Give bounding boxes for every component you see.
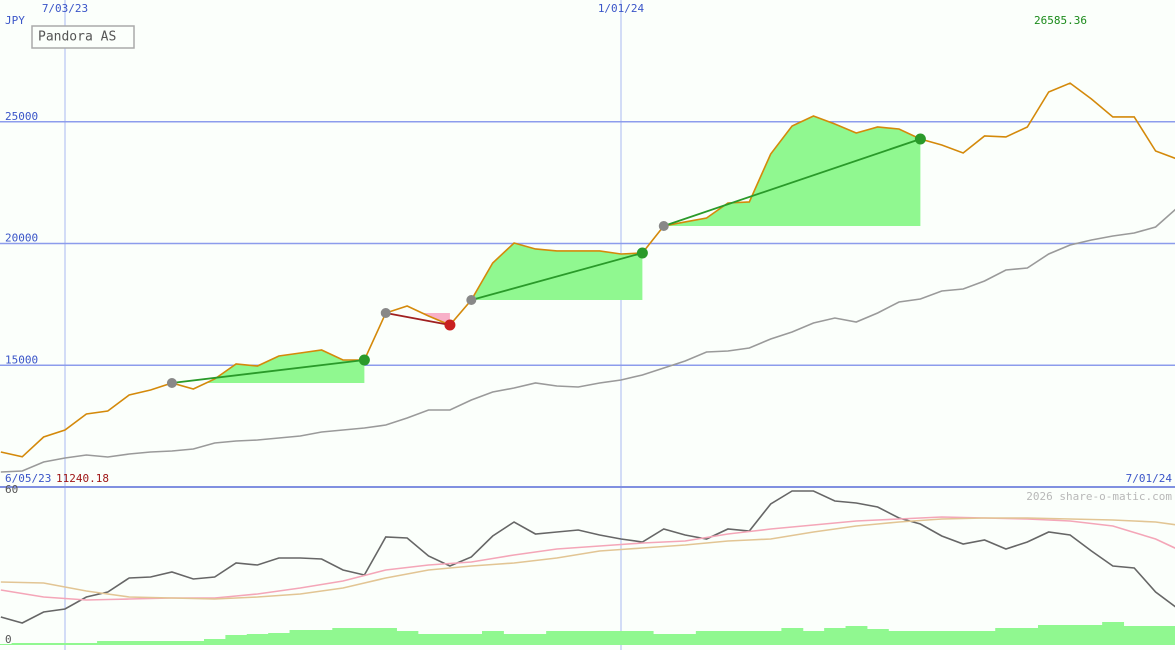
volume-bar — [1080, 625, 1103, 645]
y-tick-label: 0 — [5, 633, 12, 646]
volume-bar — [32, 643, 55, 645]
volume-bar — [824, 628, 847, 645]
entry-marker — [380, 307, 391, 318]
volume-bar — [375, 628, 397, 645]
y-tick-label: 20000 — [5, 232, 38, 245]
volume-bar — [54, 643, 77, 645]
exit-marker — [358, 354, 370, 366]
volume-bar — [1016, 628, 1039, 645]
trade-shade — [385, 312, 450, 325]
series-line — [0, 82, 1175, 458]
volume-bar — [760, 631, 782, 645]
exit-marker — [636, 247, 648, 259]
chart-title: Pandora AS — [38, 30, 116, 45]
x-tick-label: 7/03/23 — [42, 2, 88, 15]
volume-bar — [931, 631, 953, 645]
volume-bar — [845, 626, 868, 645]
entry-marker — [658, 220, 669, 231]
start-date: 6/05/23 — [5, 472, 51, 485]
volume-bar — [952, 631, 975, 645]
volume-bar — [225, 635, 248, 645]
volume-bar — [973, 631, 996, 645]
x-tick-label: 1/01/24 — [598, 2, 645, 15]
volume-bar — [995, 628, 1018, 645]
entry-marker — [466, 294, 477, 305]
volume-bar — [0, 644, 13, 645]
volume-bar — [268, 633, 291, 645]
volume-bar — [182, 641, 205, 645]
volume-bar — [738, 631, 761, 645]
volume-bar — [1102, 622, 1125, 645]
low-label: 11240.18 — [56, 472, 109, 485]
volume-bar — [631, 631, 654, 645]
volume-bar — [417, 634, 440, 645]
entry-marker — [166, 378, 177, 389]
volume-bar — [781, 628, 804, 645]
volume-bar — [802, 631, 825, 645]
watermark: 2026 share-o-matic.com — [1026, 490, 1172, 503]
volume-bar — [503, 634, 526, 645]
volume-bar — [866, 629, 889, 645]
volume-bar — [695, 631, 718, 645]
trade-line — [663, 138, 921, 227]
volume-bar — [482, 631, 504, 645]
volume-bar — [396, 631, 419, 645]
volume-bar — [246, 634, 269, 645]
volume-bar — [97, 641, 119, 645]
volume-bar — [567, 631, 590, 645]
exit-marker — [444, 319, 456, 331]
volume-bar — [1166, 626, 1175, 645]
series-line — [0, 208, 1175, 473]
trade-shade — [471, 242, 643, 300]
trade-shade — [171, 350, 365, 384]
volume-bar — [717, 631, 740, 645]
trade-shade — [663, 115, 921, 226]
trade-line — [385, 312, 451, 326]
title-box — [31, 25, 135, 49]
volume-bar — [1059, 625, 1082, 645]
end-date: 7/01/24 — [1126, 472, 1173, 485]
volume-bar — [524, 634, 547, 645]
exit-marker — [914, 133, 926, 145]
unit-label: JPY — [5, 14, 25, 27]
volume-bar — [11, 643, 34, 645]
volume-bar — [139, 641, 162, 645]
volume-bar — [1123, 626, 1146, 645]
volume-bar — [653, 634, 675, 645]
volume-bar — [289, 630, 312, 645]
volume-bar — [888, 631, 911, 645]
volume-bar — [161, 641, 184, 645]
volume-bar — [1038, 625, 1060, 645]
volume-bar — [439, 634, 462, 645]
volume-bar — [1144, 626, 1167, 645]
high-label: 26585.36 — [1034, 14, 1087, 27]
volume-bar — [118, 641, 141, 645]
series-line — [0, 490, 1175, 624]
volume-bar — [588, 631, 611, 645]
volume-bar — [204, 639, 226, 645]
volume-bar — [460, 634, 483, 645]
volume-bar — [75, 643, 98, 645]
volume-bar — [909, 631, 932, 645]
volume-bar — [674, 634, 697, 645]
volume-bar — [610, 631, 633, 645]
y-tick-label: 25000 — [5, 110, 38, 123]
volume-bar — [546, 631, 569, 645]
series-line — [0, 516, 1175, 601]
volume-bar — [353, 628, 376, 645]
y-tick-label: 60 — [5, 483, 18, 496]
volume-bar — [332, 628, 355, 645]
trade-line — [171, 359, 365, 384]
volume-bar — [310, 630, 333, 645]
trade-line — [471, 252, 643, 301]
series-line — [0, 517, 1175, 600]
y-tick-label: 15000 — [5, 353, 38, 366]
